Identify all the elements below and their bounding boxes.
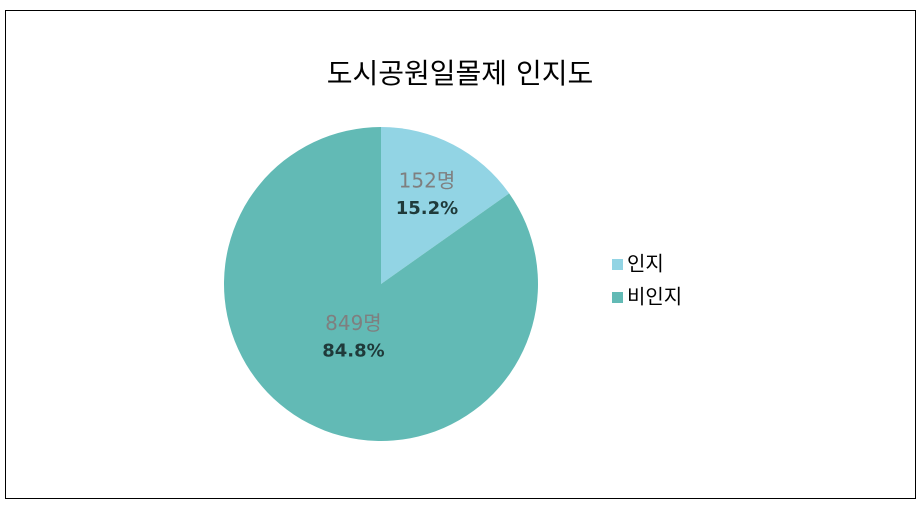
value-label: 15.2% xyxy=(396,198,458,219)
chart-title: 도시공원일몰제 인지도 xyxy=(327,57,594,90)
value-label: 84.8% xyxy=(322,340,384,361)
pie-slice xyxy=(223,127,538,441)
count-label: 849명 xyxy=(325,311,382,335)
legend-swatch xyxy=(612,292,623,303)
legend-label: 인지 xyxy=(627,252,664,276)
pie-slice xyxy=(381,127,510,284)
legend-label: 비인지 xyxy=(627,285,682,309)
legend-swatch xyxy=(612,259,623,270)
count-label: 152명 xyxy=(399,169,456,193)
